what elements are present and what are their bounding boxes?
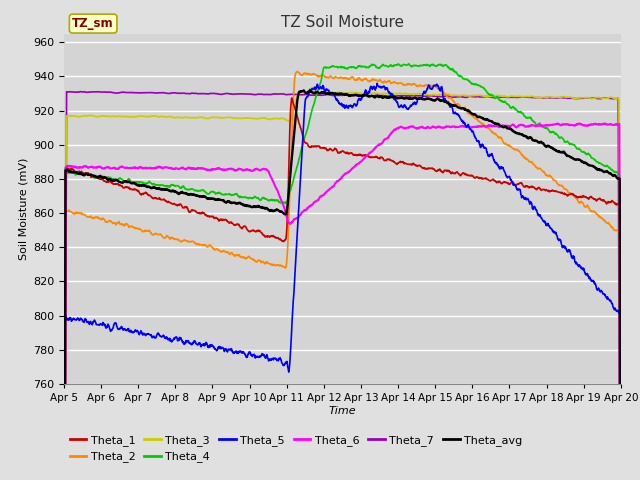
Title: TZ Soil Moisture: TZ Soil Moisture [281, 15, 404, 30]
X-axis label: Time: Time [328, 406, 356, 416]
Text: TZ_sm: TZ_sm [72, 17, 114, 30]
Legend: Theta_1, Theta_2, Theta_3, Theta_4, Theta_5, Theta_6, Theta_7, Theta_avg: Theta_1, Theta_2, Theta_3, Theta_4, Thet… [70, 435, 522, 462]
Y-axis label: Soil Moisture (mV): Soil Moisture (mV) [19, 157, 29, 260]
